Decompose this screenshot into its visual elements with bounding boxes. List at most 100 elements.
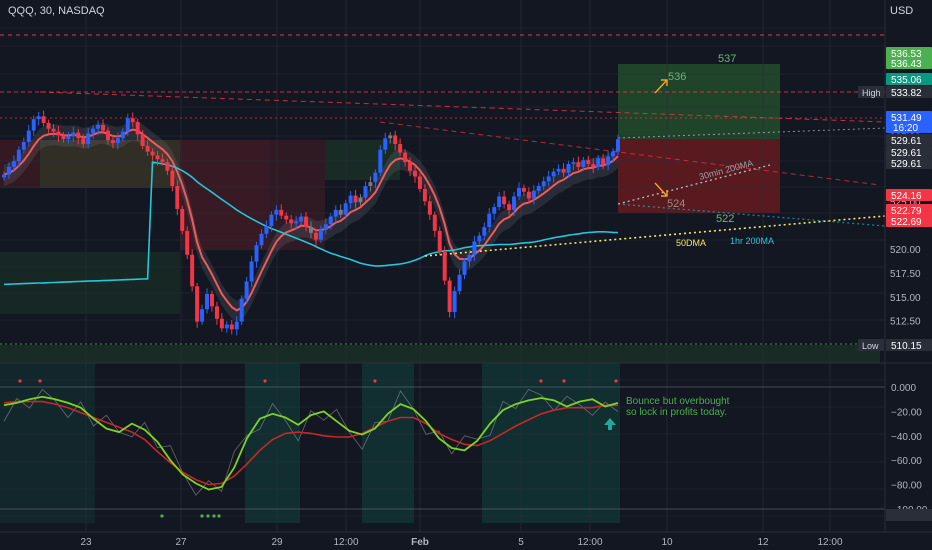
price-tag-label: High	[862, 88, 881, 98]
green-zone-left	[40, 140, 180, 188]
candle-body	[294, 221, 299, 224]
candle-body	[477, 235, 482, 242]
candle-body	[299, 216, 304, 222]
candle-body	[328, 216, 333, 225]
candle-body	[417, 176, 422, 189]
candle-body	[313, 232, 318, 240]
note-line-2: so lock in profits today.	[626, 407, 727, 418]
osc-tick: −40.00	[891, 432, 922, 443]
candle-body	[403, 152, 408, 163]
candle-body	[21, 142, 26, 150]
currency-label[interactable]: USD	[890, 5, 913, 17]
candle-body	[205, 293, 210, 310]
time-tick: 12:00	[577, 537, 602, 548]
candle-body	[373, 172, 378, 183]
ma-30min-projection	[617, 164, 771, 205]
candle-body	[66, 136, 71, 140]
price-tag-label: Low	[862, 341, 879, 351]
candle-body	[531, 190, 536, 199]
candle-body	[383, 138, 388, 150]
candle-body	[348, 195, 353, 204]
candle-body	[125, 118, 130, 132]
price-marker-label: 522.79	[891, 206, 922, 217]
candle-body	[56, 131, 61, 136]
osc-band-3	[482, 363, 620, 523]
candle-body	[214, 306, 219, 319]
label-target-up: 536	[668, 71, 686, 83]
candle-body	[442, 251, 447, 281]
osc-band-2	[362, 363, 414, 523]
up-arrow-icon	[604, 418, 616, 430]
oversold-dot	[217, 514, 221, 518]
candle-body	[16, 149, 21, 162]
candle-body	[269, 214, 274, 227]
time-axis[interactable]: 23 27 29 12:00 Feb 5 12:00 10 12 12:00	[80, 537, 843, 548]
candle-body	[457, 274, 462, 292]
candle-body	[110, 140, 115, 144]
price-marker-label: 536.43	[891, 59, 922, 70]
osc-tick: 0.000	[891, 383, 916, 394]
candle-body	[561, 168, 566, 173]
candle-body	[279, 209, 284, 216]
candle-body	[526, 191, 531, 199]
osc-raw-line	[3, 388, 619, 496]
candle-body	[333, 209, 338, 217]
time-tick: 23	[80, 537, 92, 548]
candle-body	[576, 162, 581, 167]
osc-tick: −60.00	[891, 456, 922, 467]
candle-body	[165, 162, 170, 171]
overbought-dot	[263, 379, 267, 383]
candle-body	[264, 226, 269, 234]
price-marker-box	[886, 215, 932, 227]
price-marker-box	[886, 47, 932, 59]
candle-body	[145, 145, 150, 152]
candle-body	[462, 261, 467, 275]
candle-body	[507, 204, 512, 210]
candle-body	[86, 133, 91, 144]
zones-layer	[0, 64, 885, 523]
candle-body	[155, 155, 160, 160]
price-tag-box	[858, 86, 884, 98]
oscillator-axis[interactable]: 0.000−20.00−40.00−60.00−80.00−100.00	[886, 383, 932, 521]
price-tick: 512.50	[890, 317, 921, 328]
candle-body	[497, 196, 502, 208]
time-tick: 10	[661, 537, 673, 548]
price-tick: 517.50	[890, 269, 921, 280]
keltner-band	[4, 119, 618, 322]
candle-body	[46, 122, 51, 129]
candle-body	[586, 160, 591, 165]
oversold-dot	[200, 514, 204, 518]
price-marker-box	[886, 111, 932, 133]
time-tick: 27	[175, 537, 187, 548]
candle-body	[96, 124, 101, 129]
candle-body	[41, 116, 46, 123]
grid-layer	[0, 0, 885, 532]
candle-body	[472, 241, 477, 255]
label-target-low: 522	[716, 213, 734, 225]
price-marker-box	[886, 146, 932, 158]
candle-body	[512, 196, 517, 210]
candle-body	[378, 149, 383, 173]
candle-body	[521, 187, 526, 192]
candle-body	[601, 158, 606, 166]
candle-body	[81, 138, 86, 144]
price-marker-label: 522.69	[891, 217, 922, 228]
overbought-dot	[562, 379, 566, 383]
candle-body	[516, 187, 521, 197]
reference-lines	[0, 34, 886, 345]
candle-body	[393, 135, 398, 144]
candle-body	[541, 181, 546, 187]
candle-body	[289, 219, 294, 224]
candle-body	[388, 135, 393, 139]
time-tick: 29	[271, 537, 283, 548]
candle-body	[259, 233, 264, 246]
candles-layer	[2, 110, 620, 336]
price-marker-label: 529.61	[891, 159, 922, 170]
price-tick: 520.00	[890, 245, 921, 256]
candle-body	[546, 176, 551, 182]
candle-body	[71, 132, 76, 137]
candle-body	[502, 196, 507, 205]
price-tick: 525.00	[890, 197, 921, 208]
